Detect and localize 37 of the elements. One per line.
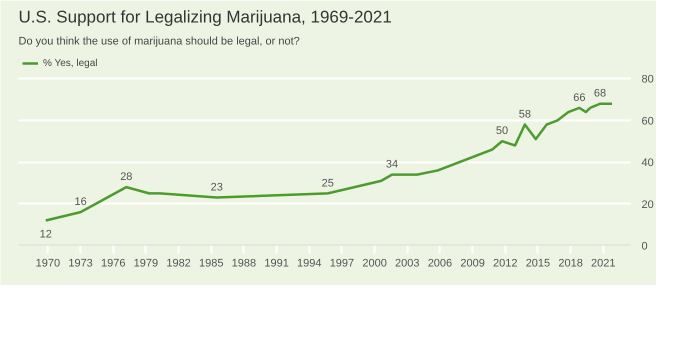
data-label: 50	[496, 125, 508, 138]
x-tick-label: 1979	[134, 258, 158, 270]
x-tick-label: 1988	[232, 258, 256, 270]
x-tick-label: 2006	[428, 258, 452, 270]
x-tick-label: 2009	[460, 258, 485, 270]
data-label: 16	[74, 196, 87, 208]
legend-label: % Yes, legal	[43, 58, 98, 68]
data-label: 58	[518, 108, 531, 121]
chart-title: U.S. Support for Legalizing Marijuana, 1969-2021	[18, 8, 392, 26]
x-tick-label: 1976	[101, 258, 126, 270]
data-label: 12	[40, 228, 52, 240]
data-label: 28	[120, 171, 132, 184]
y-tick-label: 40	[642, 157, 654, 170]
x-tick-label: 1973	[68, 258, 93, 270]
y-tick-label: 60	[642, 115, 654, 128]
x-tick-label: 2021	[591, 258, 616, 270]
data-label: 25	[322, 177, 334, 190]
line-series	[44, 102, 614, 222]
x-tick-label: 1997	[330, 258, 354, 270]
y-tick-label: 0	[642, 240, 648, 252]
data-label: 68	[594, 88, 606, 100]
x-tick-label: 1982	[166, 258, 191, 270]
x-tick-label: 1994	[297, 258, 322, 270]
x-tick-label: 1985	[199, 258, 224, 270]
y-tick-label: 20	[642, 198, 654, 211]
data-label: 23	[210, 182, 223, 194]
x-tick-label: 2015	[526, 258, 550, 270]
x-tick-label: 2018	[558, 258, 583, 270]
x-tick-label: 2000	[362, 258, 387, 270]
x-tick-label: 2003	[395, 258, 420, 270]
data-label: 34	[386, 158, 398, 171]
x-tick-label: 1970	[36, 258, 60, 270]
y-tick-label: 80	[642, 74, 654, 86]
data-label: 66	[573, 92, 586, 104]
chart-subtitle: Do you think the use of marijuana should be legal, or not?	[18, 36, 300, 48]
x-tick-label: 1991	[264, 258, 289, 270]
x-tick-label: 2012	[493, 258, 518, 270]
